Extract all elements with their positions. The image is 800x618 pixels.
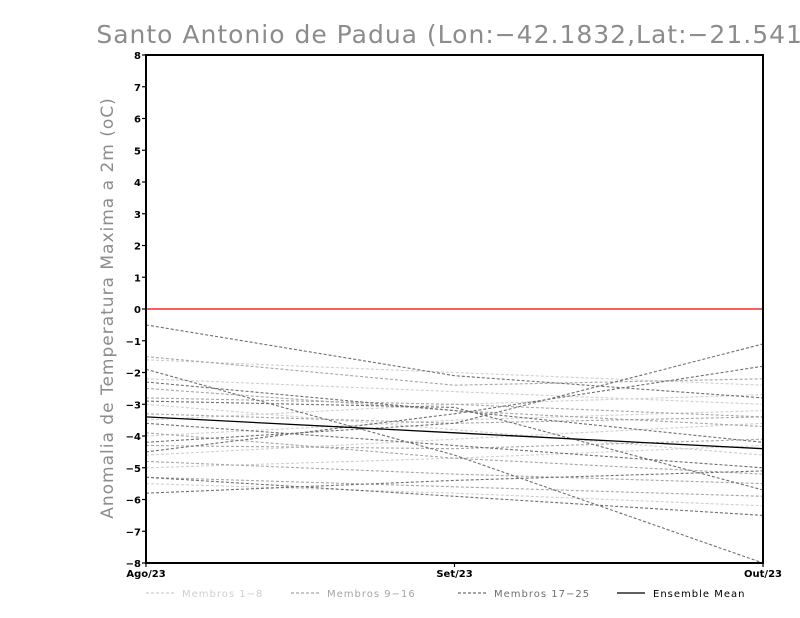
series-line-1 [145,359,764,386]
series-line-9 [145,356,764,386]
series-line-25 [145,365,764,453]
series-line-11 [145,413,764,424]
x-tick-label: Set/23 [436,569,472,580]
y-tick-label: 7 [134,83,141,94]
legend-label: Membros 1−8 [182,589,263,600]
series-line-16 [145,397,764,418]
legend: Membros 1−8 Membros 9−16 Membros 17−25 Ense… [146,589,745,600]
series-line-19 [145,381,764,443]
y-tick-label: −2 [126,369,141,380]
series-line-18 [145,368,764,564]
legend-label: Ensemble Mean [653,589,745,600]
series-line-3 [145,394,764,421]
y-axis-label: Anomalia de Temperatura Maxima a 2m (oC) [98,97,118,519]
series-line-2 [145,378,764,405]
series-line-21 [145,422,764,469]
series-line-23 [145,470,764,494]
y-tick-label: −8 [126,559,141,570]
y-tick-label: 3 [134,210,141,221]
series-layer [145,324,764,564]
series-line-5 [145,422,764,456]
series-line-8 [145,483,764,507]
series-line-4 [145,410,764,437]
chart-title: Santo Antonio de Padua (Lon:−42.1832,Lat… [96,20,800,49]
series-line-6 [145,444,764,469]
series-line-17 [145,324,764,399]
series-line-15 [145,432,764,475]
y-tick-label: 0 [134,305,141,316]
y-tick-label: 5 [134,146,141,157]
series-line-14 [145,476,764,497]
x-tick-label: Ago/23 [126,569,165,580]
y-tick-label: −4 [126,432,141,443]
x-tick-label: Out/23 [744,569,782,580]
y-tick-label: −7 [126,527,141,538]
y-tick-label: 4 [134,178,141,189]
legend-label: Membros 17−25 [494,589,590,600]
y-tick-label: 6 [134,115,141,126]
y-tick-label: 2 [134,242,141,253]
series-line-7 [145,403,764,456]
series-line-10 [145,387,764,428]
y-tick-label: −6 [126,496,141,507]
series-line-26 [145,416,764,450]
series-line-13 [145,460,764,485]
y-tick-label: 8 [134,51,141,62]
series-line-20 [145,400,764,491]
y-tick-label: −5 [126,464,141,475]
series-line-12 [145,438,764,450]
y-tick-label: −1 [126,337,141,348]
y-tick-label: −3 [126,400,141,411]
legend-label: Membros 9−16 [327,589,416,600]
series-line-24 [145,476,764,516]
y-tick-label: 1 [134,273,141,284]
series-line-22 [145,343,764,443]
